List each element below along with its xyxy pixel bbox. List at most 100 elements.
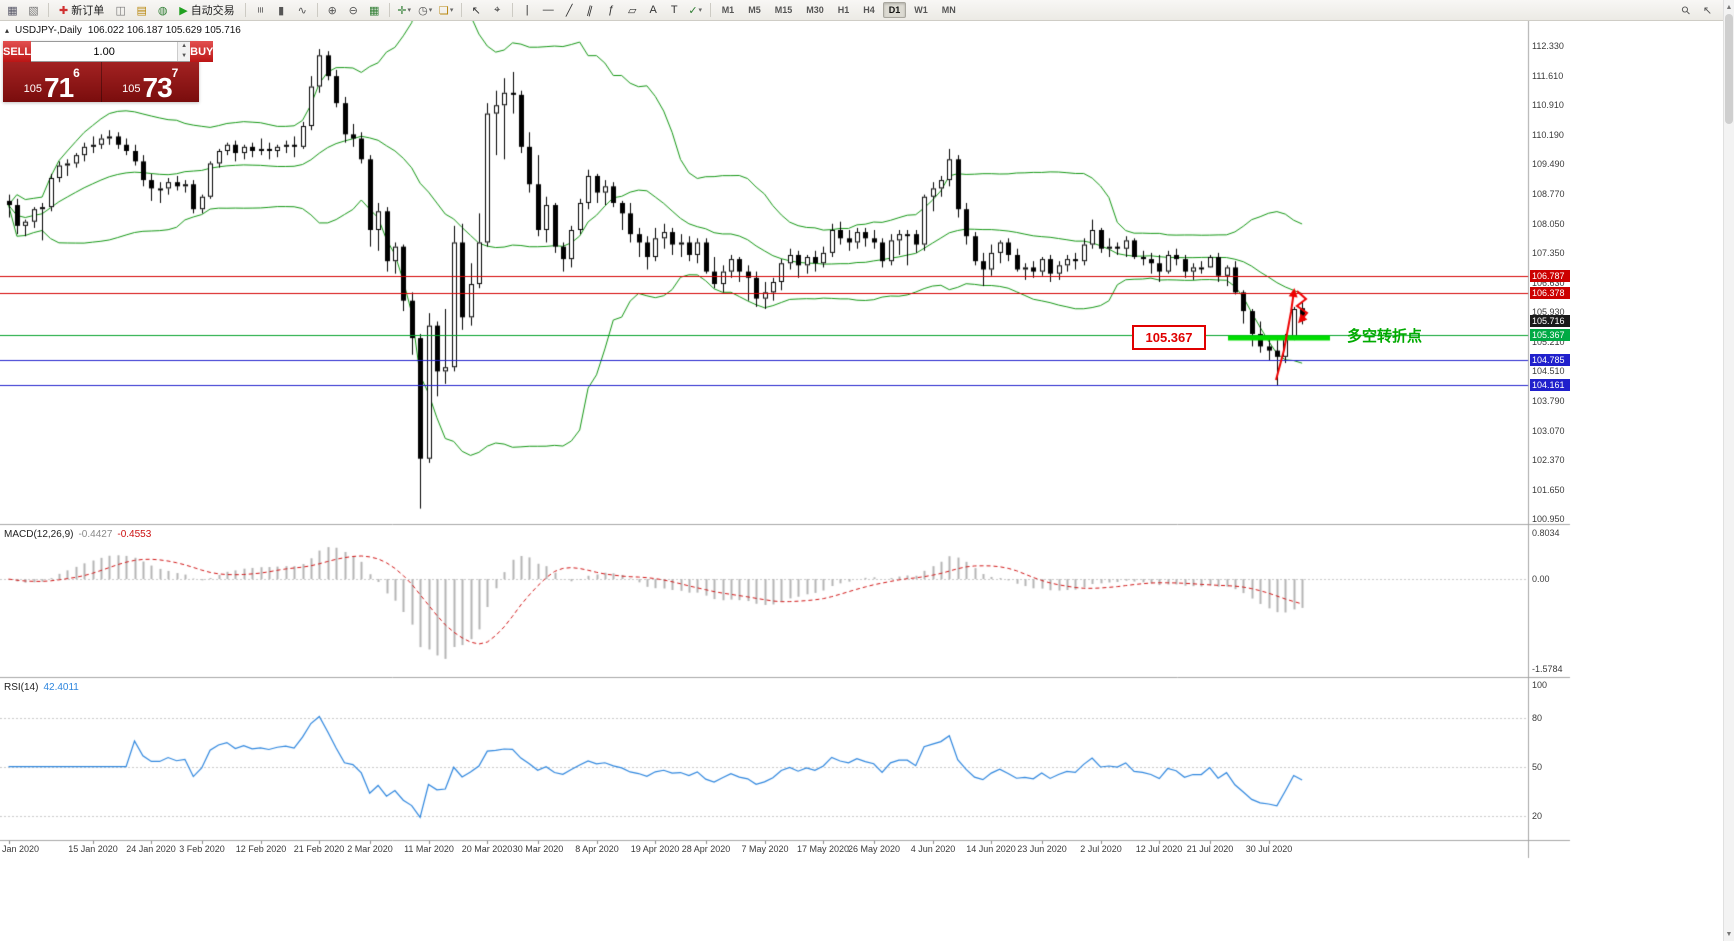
- dropdown-arrow-icon: ▾: [698, 7, 703, 14]
- toolbar-left-group: ▦ ▧ ✚ 新订单 ◫ ▤ ◍ ▶ 自动交易 ≡ ▮ ∿ ⊕ ⊖ ▦ ✛ ▾ ◷ ▾ ❏ ▾ ↖ ⌖ | — ╱ ∥ ƒ ▱ A T ✓ ▾ M1…: [2, 0, 963, 20]
- channel-tool-button-glyph: ∥: [585, 3, 595, 17]
- pointer-button[interactable]: ↖: [1698, 2, 1717, 19]
- sell-button[interactable]: SELL: [3, 41, 32, 62]
- zoom-in-button[interactable]: ⊕: [323, 2, 342, 19]
- one-click-collapse-icon[interactable]: ▴: [5, 26, 10, 35]
- line-chart-mode-button-glyph: ∿: [297, 4, 307, 17]
- timeframe-button-m30[interactable]: M30: [806, 5, 824, 15]
- scrollbar-down-icon[interactable]: ▼: [1725, 930, 1733, 938]
- horizontal-line-tool-button-glyph: —: [542, 4, 554, 16]
- chart-ohlc-values: 106.022 106.187 105.629 105.716: [87, 25, 241, 36]
- tile-windows-button[interactable]: ▦: [365, 2, 384, 19]
- toolbar-separator: [388, 3, 390, 17]
- label-tool-button[interactable]: T: [665, 2, 684, 19]
- bid-price-sup: 6: [73, 66, 80, 80]
- profiles-button[interactable]: ▧: [24, 2, 43, 19]
- scrollbar-up-icon[interactable]: ▲: [1725, 3, 1733, 11]
- one-click-top-row: SELL ▲ ▼ BUY: [3, 41, 214, 62]
- volume-input[interactable]: [31, 42, 178, 61]
- bid-price-prefix: 105: [23, 83, 42, 95]
- zoom-out-button-glyph: ⊖: [348, 4, 358, 17]
- price-note-box[interactable]: 105.367: [1132, 325, 1206, 350]
- chart-symbol-period: USDJPY-,Daily: [15, 25, 82, 36]
- periods-button[interactable]: ◷ ▾: [416, 2, 435, 19]
- shapes-tool-button-glyph: ▱: [627, 4, 637, 17]
- indicators-button[interactable]: ✛ ▾: [395, 2, 414, 19]
- timeframe-button-m15[interactable]: M15: [774, 5, 793, 15]
- search-button-glyph: ⚲: [1679, 3, 1694, 18]
- timeframe-button-m5[interactable]: M5: [748, 5, 761, 15]
- dropdown-arrow-icon: ▾: [428, 7, 433, 14]
- vertical-line-tool-button-glyph: |: [525, 4, 529, 16]
- timeframe-button-w1[interactable]: W1: [914, 5, 928, 15]
- bid-price-display[interactable]: 105 71 6: [3, 62, 101, 102]
- channel-tool-button[interactable]: ∥: [581, 2, 600, 19]
- fibonacci-tool-button[interactable]: ƒ: [602, 2, 621, 19]
- shapes-tool-button[interactable]: ▱: [623, 2, 642, 19]
- pointer-button-glyph: ↖: [1702, 4, 1713, 17]
- new-chart-button-glyph: ▦: [7, 4, 18, 17]
- bar-chart-mode-button-glyph: ≡: [254, 6, 267, 14]
- bid-price-big: 71: [44, 72, 74, 103]
- one-click-trading-panel: SELL ▲ ▼ BUY 105 71 6 105 73 7: [3, 41, 214, 102]
- timeframe-button-mn[interactable]: MN: [941, 5, 956, 15]
- zoom-out-button[interactable]: ⊖: [344, 2, 363, 19]
- timeframe-button-h4[interactable]: H4: [863, 5, 875, 15]
- rsi-indicator-label: RSI(14) 42.4011: [4, 682, 79, 693]
- zoom-in-button-glyph: ⊕: [327, 4, 337, 17]
- timeframe-button-d1[interactable]: D1: [882, 2, 907, 18]
- new-order-button-glyph: ✚: [59, 4, 69, 17]
- macd-indicator-label: MACD(12,26,9) -0.4427 -0.4553: [4, 529, 151, 540]
- one-click-price-row: 105 71 6 105 73 7: [3, 62, 199, 102]
- vertical-line-tool-button[interactable]: |: [518, 2, 537, 19]
- volume-down-button[interactable]: ▼: [181, 52, 188, 59]
- timeframe-button-m1[interactable]: M1: [721, 5, 735, 15]
- fibonacci-tool-button-glyph: ƒ: [608, 4, 615, 16]
- autotrading-button-glyph: ▶: [179, 4, 188, 17]
- toolbar-separator: [244, 3, 246, 17]
- search-button[interactable]: ⚲: [1677, 2, 1696, 19]
- profiles-button-glyph: ▧: [28, 4, 39, 17]
- ask-price-display[interactable]: 105 73 7: [100, 62, 200, 103]
- macd-main-value: -0.4427: [78, 529, 113, 540]
- bar-chart-mode-button[interactable]: ≡: [251, 2, 270, 19]
- new-order-button[interactable]: ✚ 新订单: [54, 2, 109, 19]
- candlestick-mode-button[interactable]: ▮: [272, 2, 291, 19]
- ask-price-sup: 7: [171, 66, 179, 80]
- trendline-tool-button-glyph: ╱: [565, 4, 573, 17]
- text-tool-button[interactable]: A: [644, 2, 663, 19]
- market-watch-button-glyph: ◫: [115, 4, 126, 17]
- autotrading-button[interactable]: ▶ 自动交易: [174, 2, 239, 19]
- news-button-glyph: ◍: [157, 4, 168, 17]
- toolbar-separator: [48, 3, 49, 17]
- toolbar-separator: [511, 3, 513, 17]
- ask-price-prefix: 105: [122, 83, 141, 95]
- toolbar: ▦ ▧ ✚ 新订单 ◫ ▤ ◍ ▶ 自动交易 ≡ ▮ ∿ ⊕ ⊖ ▦ ✛ ▾ ◷ ▾ ❏ ▾ ↖ ⌖ | — ╱ ∥ ƒ ▱ A T ✓ ▾ M1…: [0, 0, 1734, 21]
- turning-point-label[interactable]: 多空转折点: [1347, 328, 1423, 345]
- scrollbar-thumb[interactable]: [1725, 14, 1733, 124]
- candlestick-mode-button-glyph: ▮: [278, 4, 285, 17]
- volume-box: ▲ ▼: [31, 41, 191, 62]
- crosshair-tool-button-glyph: ⌖: [494, 3, 501, 16]
- horizontal-line-tool-button[interactable]: —: [539, 2, 558, 19]
- news-button[interactable]: ◍: [153, 2, 172, 19]
- data-window-button[interactable]: ▤: [132, 2, 151, 19]
- ask-price-big: 73: [142, 72, 173, 103]
- data-window-button-glyph: ▤: [136, 4, 147, 17]
- rsi-name: RSI(14): [4, 682, 39, 693]
- crosshair-tool-button[interactable]: ⌖: [488, 2, 507, 19]
- line-chart-mode-button[interactable]: ∿: [293, 2, 312, 19]
- timeframe-button-h1[interactable]: H1: [837, 5, 850, 15]
- new-chart-button[interactable]: ▦: [3, 2, 22, 19]
- trendline-tool-button[interactable]: ╱: [560, 2, 579, 19]
- templates-button[interactable]: ❏ ▾: [437, 2, 456, 19]
- arrows-tool-button[interactable]: ✓ ▾: [686, 2, 705, 19]
- market-watch-button[interactable]: ◫: [111, 2, 130, 19]
- autotrading-button-label: 自动交易: [190, 5, 235, 17]
- window-scrollbar[interactable]: ▲ ▼: [1723, 0, 1734, 941]
- cursor-tool-button[interactable]: ↖: [467, 2, 486, 19]
- volume-up-button[interactable]: ▲: [181, 43, 188, 50]
- buy-button[interactable]: BUY: [190, 41, 214, 62]
